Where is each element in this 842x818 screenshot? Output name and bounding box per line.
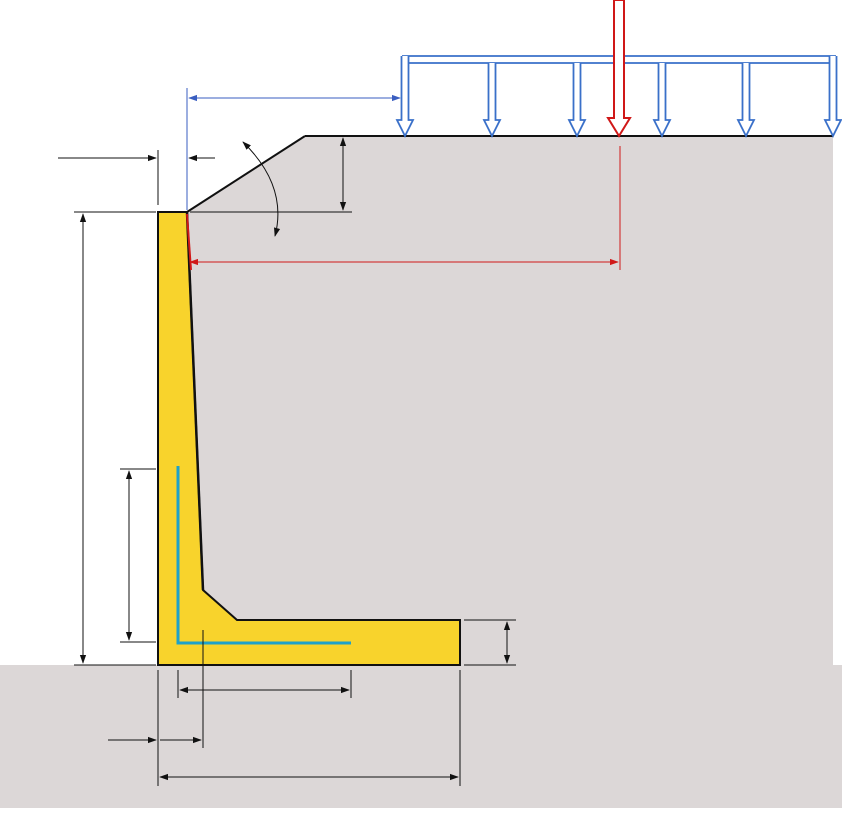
distributed-load-arrow [567,63,587,139]
retaining-wall [157,211,461,666]
soil [0,135,842,808]
dimension-lines [58,88,619,786]
point-load-arrow [606,0,632,138]
distributed-load-arrow [482,63,502,139]
reinforcement [176,466,351,645]
stem-reinforcement [176,466,351,645]
point-load [606,0,632,270]
distributed-load-arrow [652,63,672,139]
distributed-load-arrow [736,63,756,139]
distributed-load-arrow [395,56,415,139]
distributed-load-arrow [823,56,842,139]
stem-back-face [185,211,205,591]
foundation-soil [0,665,842,808]
slope-angle-arc [242,141,281,237]
